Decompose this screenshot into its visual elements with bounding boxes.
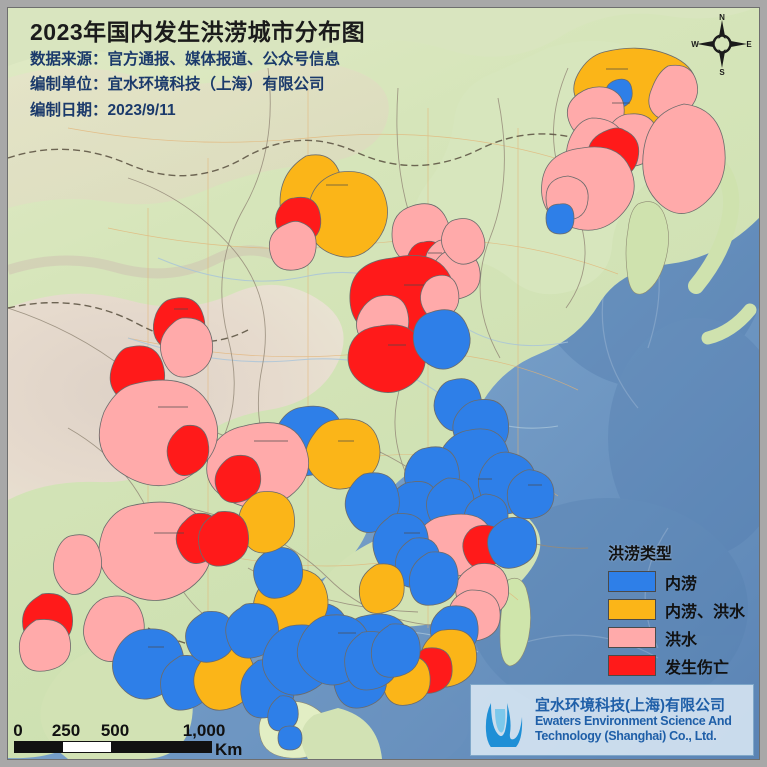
region-wenzhou [487, 517, 538, 569]
scale-bar-track: Km [14, 740, 242, 759]
scale-tick-0: 0 [13, 721, 23, 740]
region-chongqing [214, 454, 262, 504]
scale-bar-labels: 0 250 500 1,000 [13, 721, 234, 741]
logo-text-block: 宜水环境科技(上海)有限公司 Ewaters Environment Scien… [535, 697, 732, 744]
legend-title: 洪涝类型 [608, 546, 673, 563]
legend-label-neilao-hongshui: 内涝、洪水 [665, 603, 746, 621]
region-dingxi [160, 317, 214, 378]
region-group-west [18, 297, 249, 672]
title-block: 2023年国内发生洪涝城市分布图 数据来源：官方通报、媒体报道、公众号信息 编制… [30, 18, 365, 123]
legend-swatch-casualties [608, 655, 656, 676]
legend-item-casualties[interactable]: 发生伤亡 [608, 653, 745, 678]
region-jinan [412, 309, 471, 370]
region-liaoning-blue [545, 203, 575, 235]
logo-company-en-line2: Technology (Shanghai) Co., Ltd. [535, 728, 717, 743]
legend-swatch-neilao [608, 571, 656, 592]
region-sanya [277, 725, 303, 751]
legend-item-neilao[interactable]: 内涝 [608, 569, 745, 594]
region-nujiang [53, 534, 103, 595]
region-zhangjiajie [238, 491, 295, 554]
compass-w: W [691, 40, 699, 49]
scale-tick-1000: 1,000 [182, 721, 226, 740]
scale-tick-500: 500 [100, 721, 130, 740]
company-logo: 宜水环境科技(上海)有限公司 Ewaters Environment Scien… [470, 684, 754, 756]
compass-n: N [719, 13, 725, 22]
region-mudanjiang [642, 103, 726, 214]
region-xishuangbanna-outer [18, 619, 71, 672]
page-title: 2023年国内发生洪涝城市分布图 [30, 19, 366, 45]
scale-bar-unit: Km [215, 740, 243, 759]
legend-item-neilao-hongshui[interactable]: 内涝、洪水 [608, 597, 745, 622]
region-shanghai [506, 469, 555, 520]
compass-s: S [719, 68, 725, 76]
legend-swatch-hongshui [608, 627, 656, 648]
city-labels-placeholder [148, 68, 630, 648]
region-group-central [206, 405, 459, 614]
meta-compiler: 编制单位：宜水环境科技（上海）有限公司 [30, 76, 325, 94]
legend-label-casualties: 发生伤亡 [665, 659, 730, 677]
legend: 洪涝类型 内涝 内涝、洪水 洪水 发生伤亡 [608, 540, 745, 681]
region-group-east-blue [390, 309, 555, 542]
compass-icon: N S W E [691, 13, 752, 77]
ewaters-water-drop-icon [485, 703, 523, 747]
scale-bar: 0 250 500 1,000 Km [13, 721, 242, 759]
legend-label-hongshui: 洪水 [665, 631, 698, 649]
region-yueyang [344, 472, 400, 533]
region-shaoyang [358, 563, 405, 614]
region-shantou [370, 623, 421, 678]
compass-e: E [746, 40, 752, 49]
region-xiangyang [305, 418, 381, 490]
region-aba-core [166, 424, 210, 476]
logo-company-en-line1: Ewaters Environment Science And [535, 713, 732, 728]
legend-item-hongshui[interactable]: 洪水 [608, 625, 745, 650]
region-wuzhou [225, 603, 279, 659]
region-group-beijing-hebei [347, 203, 486, 393]
legend-swatch-neilao-hongshui [608, 599, 656, 620]
region-yibin [198, 511, 249, 567]
legend-label-neilao: 内涝 [665, 575, 698, 593]
region-ordos [268, 220, 317, 271]
region-group-north [268, 154, 388, 271]
meta-date: 编制日期：2023/9/11 [30, 101, 176, 119]
region-tangshan [441, 218, 486, 265]
compass-rose: N S W E [691, 12, 753, 77]
region-group-northeast [541, 47, 726, 235]
meta-data-source: 数据来源：官方通报、媒体报道、公众号信息 [30, 50, 341, 68]
region-zhuzhou [408, 551, 459, 606]
region-group-south [83, 595, 421, 751]
scale-tick-250: 250 [51, 721, 81, 740]
logo-company-cn: 宜水环境科技(上海)有限公司 [535, 696, 725, 714]
